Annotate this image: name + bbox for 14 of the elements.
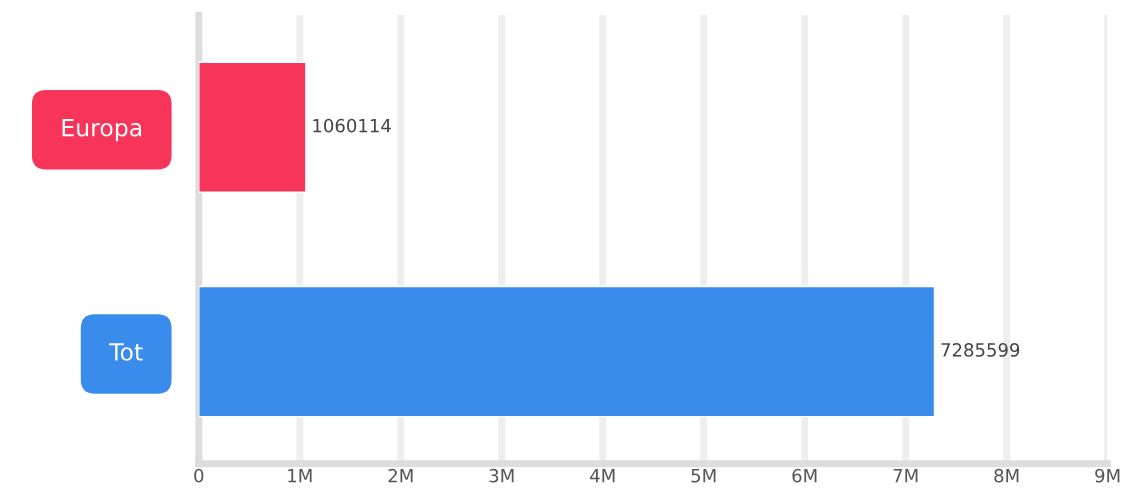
data-label: 1060114 — [313, 118, 391, 133]
x-tick-label: 2M — [388, 468, 413, 483]
x-tick-label: 8M — [994, 468, 1019, 483]
x-tick-label: 4M — [590, 469, 615, 483]
x-tick-label: 5M — [691, 469, 716, 483]
x-tick-label: 6M — [792, 468, 817, 483]
x-tick-label: 9M — [1095, 468, 1120, 483]
data-label: 7285599 — [941, 343, 1020, 357]
y-tick-label: Tot — [109, 343, 143, 361]
y-tick-label: Europa — [62, 119, 142, 142]
x-tick-label: 7M — [893, 469, 918, 483]
x-tick-label: 3M — [489, 468, 514, 483]
x-tick-label: 0 — [194, 468, 204, 483]
x-tick-label: 1M — [288, 469, 312, 483]
